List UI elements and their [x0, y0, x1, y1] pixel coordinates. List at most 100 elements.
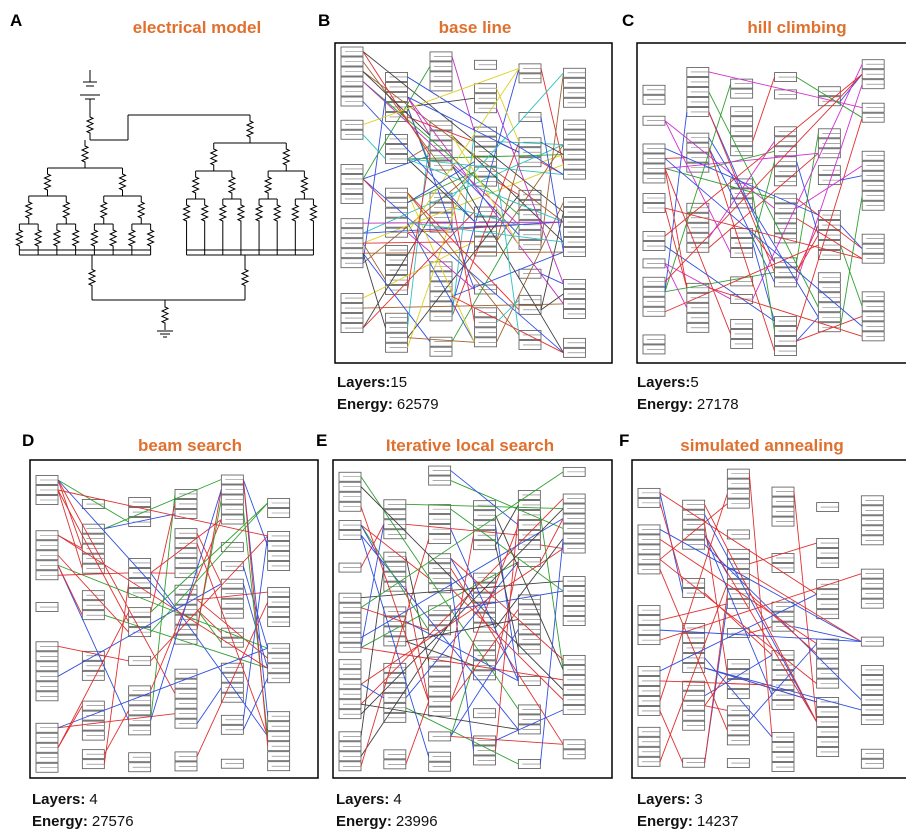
edge	[540, 539, 563, 765]
energy-label: Energy:	[32, 813, 88, 830]
resistor	[26, 196, 32, 224]
resistor	[229, 171, 235, 199]
energy-value: 27178	[697, 396, 739, 413]
graph-panel	[341, 47, 586, 357]
layers-value: 3	[694, 791, 702, 808]
resistor	[110, 224, 116, 252]
edge	[705, 515, 817, 722]
energy-value: 27576	[92, 813, 134, 830]
resistor	[16, 224, 22, 252]
resistor	[238, 199, 244, 227]
edge	[243, 566, 267, 648]
panel-letter: F	[619, 431, 629, 450]
energy-value: 23996	[396, 813, 438, 830]
panel-title: electrical model	[133, 18, 262, 37]
panel-letter: B	[318, 11, 330, 30]
figure: A electrical model B base line Layers:15…	[0, 0, 906, 831]
edge	[496, 505, 519, 545]
edge	[753, 77, 775, 141]
edge	[243, 480, 267, 747]
edge	[363, 102, 475, 222]
edge	[540, 515, 563, 670]
edge	[540, 545, 563, 549]
edge	[840, 225, 862, 249]
resistor	[82, 140, 88, 168]
layers-stat: Layers:5	[637, 374, 699, 391]
edge	[709, 138, 819, 318]
edge	[794, 492, 817, 722]
resistor	[283, 143, 289, 171]
energy-label: Energy:	[637, 396, 693, 413]
edge	[541, 212, 564, 310]
resistor	[256, 199, 262, 227]
resistor	[265, 171, 271, 199]
panel-letter: D	[22, 431, 34, 450]
layers-value: 15	[390, 374, 407, 391]
resistor	[54, 224, 60, 252]
resistor	[120, 168, 126, 196]
edge	[665, 112, 687, 292]
layers-stat: Layers:15	[337, 374, 407, 391]
circuit-diagram	[16, 70, 316, 337]
resistor	[35, 224, 41, 252]
energy-value: 62579	[397, 396, 439, 413]
panel-title: Iterative local search	[386, 436, 554, 455]
resistor	[193, 171, 199, 199]
resistor	[89, 255, 95, 300]
energy-label: Energy:	[337, 396, 393, 413]
panel-title: hill climbing	[747, 18, 846, 37]
energy-label: Energy:	[336, 813, 392, 830]
edge	[705, 668, 817, 702]
edge	[660, 711, 683, 763]
resistor	[45, 168, 51, 196]
resistor	[101, 196, 107, 224]
edge	[665, 272, 775, 291]
edge	[797, 225, 819, 272]
panel-letter: A	[10, 11, 22, 30]
edge	[151, 503, 268, 632]
layers-label: Layers:	[32, 791, 85, 808]
resistor	[91, 224, 97, 252]
edge	[749, 574, 861, 642]
energy-stat: Energy:62579	[337, 396, 439, 413]
layers-value: 4	[393, 791, 401, 808]
layers-label: Layers:	[637, 374, 690, 391]
resistor	[184, 199, 190, 227]
resistor	[211, 143, 217, 171]
edge	[408, 98, 475, 107]
resistor	[220, 199, 226, 227]
resistor	[292, 199, 298, 227]
edge	[705, 525, 728, 674]
edge	[58, 480, 129, 522]
edge	[749, 474, 772, 737]
graph-panel	[643, 60, 884, 356]
edge	[840, 196, 862, 328]
panel-letter: C	[622, 11, 634, 30]
energy-value: 14237	[697, 813, 739, 830]
resistor	[87, 110, 93, 140]
layers-stat: Layers:4	[32, 791, 98, 808]
panel-title: simulated annealing	[680, 436, 843, 455]
edge	[709, 148, 775, 283]
layered-graphs	[30, 43, 906, 778]
resistor	[63, 196, 69, 224]
edge	[452, 73, 564, 198]
edge	[705, 505, 817, 722]
layers-label: Layers:	[637, 791, 690, 808]
edge	[197, 610, 221, 633]
resistor	[202, 199, 208, 227]
graph-panel	[339, 466, 585, 771]
energy-stat: Energy:27576	[32, 813, 134, 830]
energy-stat: Energy:23996	[336, 813, 438, 830]
resistor	[148, 224, 154, 252]
resistor	[138, 196, 144, 224]
edge	[753, 161, 775, 243]
resistor	[301, 171, 307, 199]
layers-stat: Layers:3	[637, 791, 703, 808]
panel-letter: E	[316, 431, 327, 450]
layers-value: 4	[89, 791, 97, 808]
panel-title: base line	[439, 18, 512, 37]
edge	[406, 702, 429, 765]
edge	[363, 243, 386, 280]
graph-panel	[36, 475, 290, 772]
